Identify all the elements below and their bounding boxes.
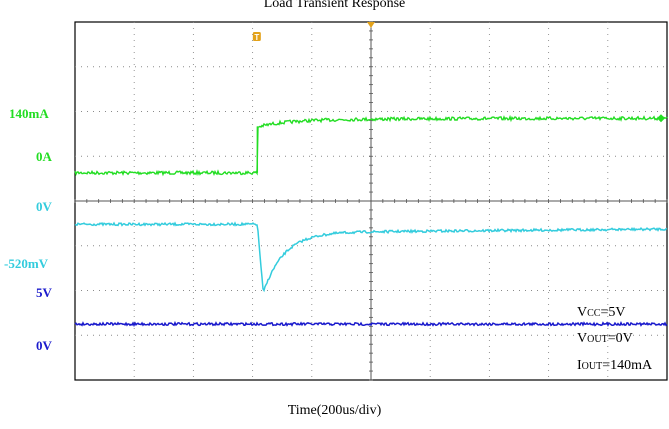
- markers: T: [252, 22, 665, 123]
- label-vout-zero: 0V: [36, 199, 52, 214]
- x-axis-label: Time(200us/div): [287, 403, 382, 418]
- annotation-vout-value: =0V: [607, 331, 633, 346]
- annotation-iout-sub: OUT: [581, 361, 603, 372]
- chart-title: Load Transient Response: [263, 0, 406, 11]
- annotation-vcc-sub: CC: [587, 308, 601, 319]
- trigger-position-icon: [367, 22, 375, 28]
- label-vout-dip: -520mV: [4, 256, 49, 271]
- annotation-vcc: VCC=5V: [577, 305, 625, 321]
- trace-vcc: [74, 320, 668, 328]
- trigger-marker-label: T: [254, 33, 259, 42]
- annotation-vout-prefix: V: [577, 331, 588, 346]
- trigger-marker-icon: [252, 32, 261, 41]
- label-current-low: 0A: [36, 149, 52, 164]
- annotation-iout: IOUT=140mA: [577, 358, 652, 374]
- annotation-vcc-value: =5V: [600, 305, 626, 320]
- trace-vout: [74, 221, 668, 293]
- grid: [74, 21, 668, 381]
- annotation-vcc-prefix: V: [577, 305, 588, 320]
- trace-iout: [74, 114, 668, 177]
- annotation-vout-sub: OUT: [587, 334, 608, 345]
- annotation-iout-prefix: I: [577, 358, 582, 373]
- traces: [74, 114, 668, 328]
- annotation-vout: VOUT=0V: [577, 331, 633, 347]
- label-vcc-zero: 0V: [36, 338, 52, 353]
- label-current-high: 140mA: [9, 106, 49, 121]
- label-vcc-high: 5V: [36, 285, 52, 300]
- channel-marker-icon: [657, 114, 665, 123]
- annotation-iout-value: =140mA: [602, 358, 653, 373]
